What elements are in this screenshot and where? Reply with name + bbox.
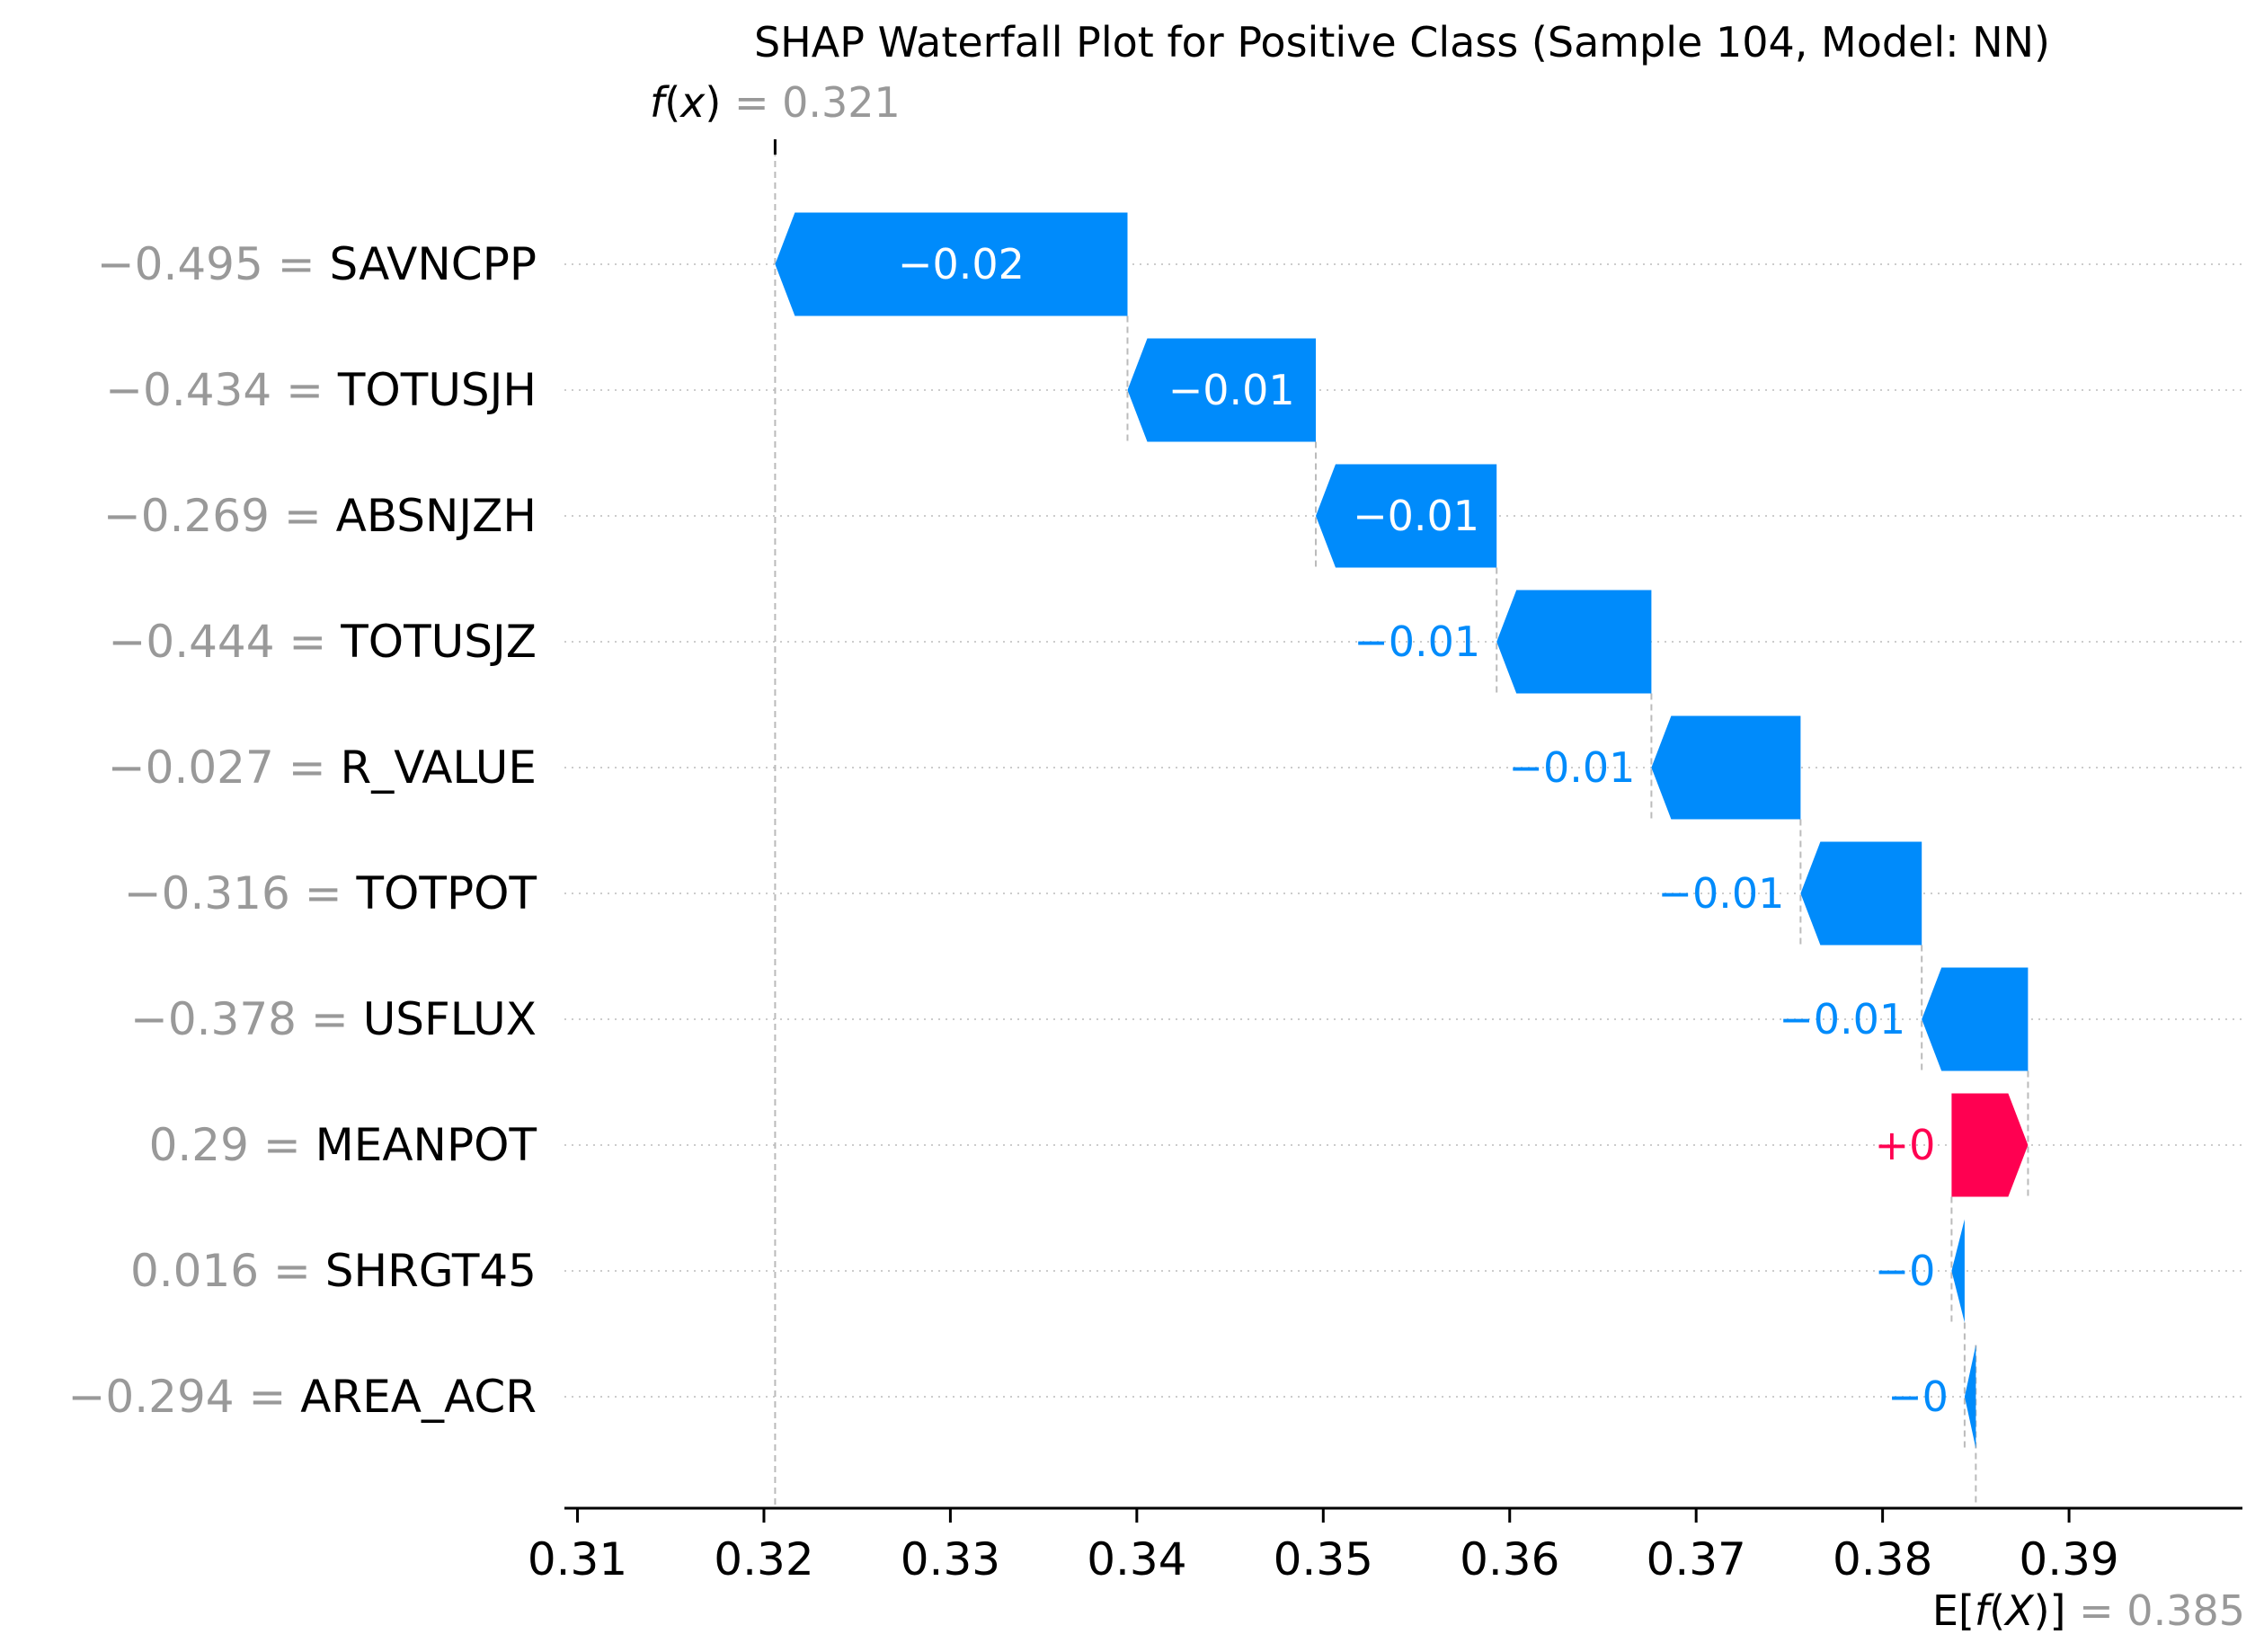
x-tick-label: 0.37 xyxy=(1647,1533,1746,1585)
efx-label: E[f(X)] = 0.385 xyxy=(1932,1586,2245,1635)
feature-label: 0.29 = MEANPOT xyxy=(149,1119,537,1171)
x-axis: 0.31 0.32 0.33 0.34 0.35 0.36 0.37 0.38 0.39 xyxy=(528,1506,2242,1585)
bar-value-label: −0 xyxy=(1887,1372,1949,1421)
negative-bar xyxy=(1922,967,2029,1071)
feature-label: −0.294 = AREA_ACR xyxy=(68,1371,537,1423)
bar-value-label: −0.01 xyxy=(1168,366,1295,414)
feature-label: −0.269 = ABSNJZH xyxy=(103,490,537,542)
fx-annotation: f(x) = 0.321 xyxy=(650,78,901,127)
feature-label: −0.444 = TOTUSJZ xyxy=(108,616,537,668)
efx-annotation: E[f(X)] = 0.385 xyxy=(1932,1586,2245,1635)
feature-label: −0.027 = R_VALUE xyxy=(108,742,537,794)
x-tick-label: 0.39 xyxy=(2019,1533,2118,1585)
negative-bar xyxy=(1127,338,1316,442)
x-tick-label: 0.33 xyxy=(901,1533,1000,1585)
bar-value-label: −0.01 xyxy=(1354,617,1480,666)
x-tick-label: 0.34 xyxy=(1087,1533,1186,1585)
feature-label: −0.495 = SAVNCPP xyxy=(97,238,537,290)
chart-title: SHAP Waterfall Plot for Positive Class (… xyxy=(754,18,2050,67)
bar-value-label: −0 xyxy=(1875,1247,1936,1295)
bar-value-label: −0.01 xyxy=(1657,869,1784,918)
gridlines xyxy=(564,263,2242,1398)
feature-label: −0.316 = TOTPOT xyxy=(124,867,537,919)
feature-label: −0.378 = USFLUX xyxy=(130,993,537,1045)
x-tick-label: 0.35 xyxy=(1274,1533,1373,1585)
x-tick-label: 0.31 xyxy=(528,1533,627,1585)
x-tick-label: 0.36 xyxy=(1460,1533,1559,1585)
bar-value-label: −0.01 xyxy=(1508,743,1635,792)
negative-bar xyxy=(775,212,1128,316)
bar-value-label: −0.01 xyxy=(1353,492,1479,540)
feature-label: 0.016 = SHRGT45 xyxy=(130,1245,537,1297)
negative-bar xyxy=(1951,1219,1965,1323)
bar-value-label: +0 xyxy=(1875,1121,1936,1169)
y-axis-labels: −0.495 = SAVNCPP −0.434 = TOTUSJH −0.269 =… xyxy=(68,238,537,1423)
negative-bar xyxy=(1964,1345,1976,1449)
feature-label: −0.434 = TOTUSJH xyxy=(105,364,537,416)
fx-label: f(x) = 0.321 xyxy=(650,78,901,127)
negative-bar xyxy=(1496,590,1652,694)
negative-bar xyxy=(1651,715,1801,820)
positive-bar xyxy=(1951,1093,2029,1197)
bars: −0.02 −0.01 −0.01 −0.01 −0.01 −0.01 −0.01 +0 −0 −… xyxy=(775,212,2029,1449)
x-tick-label: 0.38 xyxy=(1833,1533,1932,1585)
x-tick-label: 0.32 xyxy=(714,1533,813,1585)
bar-value-label: −0.01 xyxy=(1779,995,1905,1044)
negative-bar xyxy=(1800,841,1922,946)
bar-value-label: −0.02 xyxy=(898,240,1025,289)
connector-lines xyxy=(773,139,2029,1508)
negative-bar xyxy=(1316,464,1497,568)
